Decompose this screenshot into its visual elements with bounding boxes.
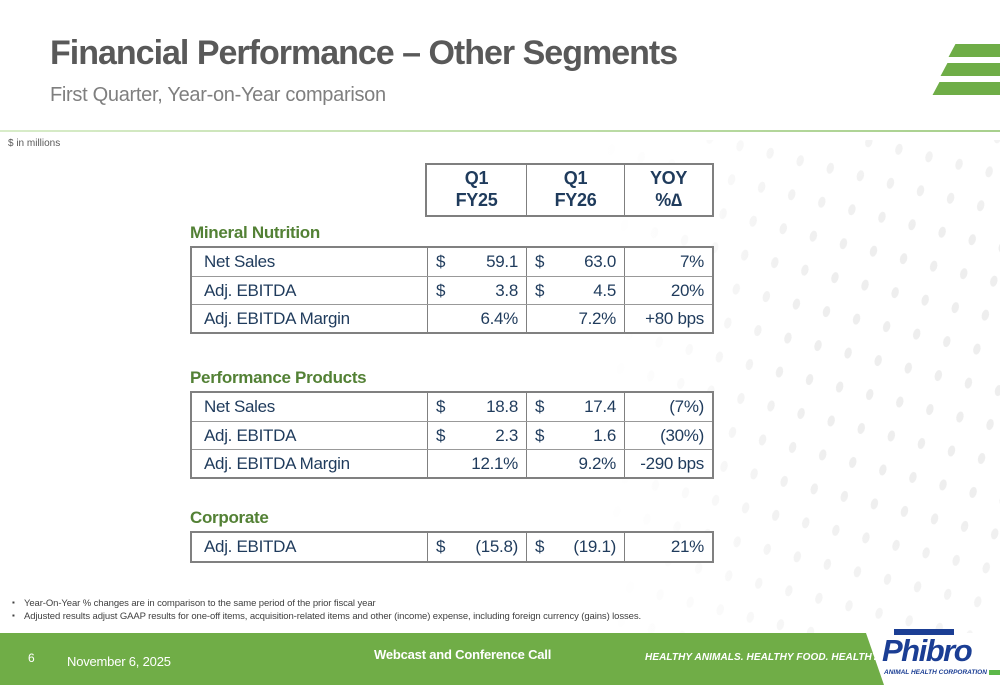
row-label: Adj. EBITDA (204, 537, 297, 556)
section-heading-corporate: Corporate (190, 508, 269, 527)
cell-yoy: 7% (624, 248, 712, 276)
logo-subrow: ANIMAL HEALTH CORPORATION ™ (884, 669, 1000, 676)
col-header-q1-fy26: Q1 FY26 (526, 165, 624, 215)
cell-value: 4.5 (593, 280, 616, 300)
cell-value: (19.1) (573, 537, 616, 556)
cell-yoy: 20% (624, 277, 712, 304)
cell-value: 59.1 (486, 252, 518, 271)
col-header-line: FY26 (554, 190, 597, 210)
col-header-yoy: YOY %∆ (624, 165, 712, 215)
cell-fy25: $ 59.1 (427, 248, 526, 276)
footer-tagline: HEALTHY ANIMALS. HEALTHY FOOD. HEALTHY W… (645, 652, 930, 663)
cell-fy25: $ 2.3 (427, 422, 526, 449)
table-row: Adj. EBITDA Margin 6.4% 7.2% +80 bps (192, 304, 712, 332)
row-label: Net Sales (204, 397, 276, 416)
col-header-line: %∆ (655, 190, 682, 210)
col-header-line: Q1 (563, 168, 588, 189)
footnote: Adjusted results adjust GAAP results for… (10, 610, 770, 623)
cell-yoy: +80 bps (624, 305, 712, 332)
logo-green-bar (988, 670, 1000, 675)
cell-value: 3.8 (495, 280, 518, 300)
table-row: Net Sales $ 18.8 $ 17.4 (7%) (192, 393, 712, 421)
table-row: Net Sales $ 59.1 $ 63.0 7% (192, 248, 712, 276)
currency-symbol: $ (436, 537, 446, 556)
row-label: Net Sales (204, 252, 276, 271)
green-stripes-logo-mark (922, 44, 1000, 106)
cell-yoy: (7%) (624, 393, 712, 421)
currency-symbol: $ (535, 425, 545, 445)
currency-symbol: $ (535, 537, 545, 556)
footnote: Year-On-Year % changes are in comparison… (10, 597, 770, 610)
col-header-line: FY25 (455, 190, 498, 210)
cell-fy26: $ 63.0 (526, 248, 624, 276)
row-label: Adj. EBITDA (204, 425, 297, 445)
cell-value: 63.0 (584, 252, 616, 271)
footer-green-bar (0, 633, 884, 685)
currency-symbol: $ (535, 280, 545, 300)
cell-fy26: $ 4.5 (526, 277, 624, 304)
logo-wordmark: Phibro (882, 633, 973, 668)
currency-symbol: $ (436, 425, 446, 445)
cell-yoy: -290 bps (624, 450, 712, 477)
table-row: Adj. EBITDA Margin 12.1% 9.2% -290 bps (192, 449, 712, 477)
col-header-q1-fy25: Q1 FY25 (427, 165, 526, 215)
page-title: Financial Performance – Other Segments (50, 34, 678, 72)
row-label: Adj. EBITDA (204, 280, 297, 300)
cell-yoy: (30%) (624, 422, 712, 449)
stripe-icon (940, 63, 1000, 76)
cell-fy25: $ (15.8) (427, 533, 526, 561)
table-corporate: Adj. EBITDA $ (15.8) $ (19.1) 21% (190, 531, 714, 563)
cell-fy26: 9.2% (526, 450, 624, 477)
cell-value: 18.8 (486, 397, 518, 416)
currency-symbol: $ (535, 397, 545, 416)
section-heading-mineral-nutrition: Mineral Nutrition (190, 223, 320, 242)
footer-date: November 6, 2025 (67, 654, 171, 669)
cell-fy25: $ 18.8 (427, 393, 526, 421)
units-note: $ in millions (8, 138, 61, 149)
table-column-header: Q1 FY25 Q1 FY26 YOY %∆ (425, 163, 714, 217)
row-label: Adj. EBITDA Margin (204, 308, 350, 328)
table-mineral-nutrition: Net Sales $ 59.1 $ 63.0 7% Adj. EBITDA $… (190, 246, 714, 334)
cell-fy25: $ 3.8 (427, 277, 526, 304)
table-performance-products: Net Sales $ 18.8 $ 17.4 (7%) Adj. EBITDA… (190, 391, 714, 479)
col-header-line: YOY (649, 168, 688, 189)
financial-tables: Q1 FY25 Q1 FY26 YOY %∆ Mineral Nutrition… (190, 163, 714, 563)
cell-yoy: 21% (624, 533, 712, 561)
logo-top-bar (894, 629, 954, 635)
cell-fy25: 6.4% (427, 305, 526, 332)
phibro-logo: Phibro ANIMAL HEALTH CORPORATION ™ (880, 629, 1000, 681)
page-subtitle: First Quarter, Year-on-Year comparison (50, 84, 386, 106)
table-row: Adj. EBITDA $ 3.8 $ 4.5 20% (192, 276, 712, 304)
logo-subtext: ANIMAL HEALTH CORPORATION (884, 669, 987, 676)
currency-symbol: $ (436, 280, 446, 300)
section-heading-performance-products: Performance Products (190, 368, 367, 387)
footnotes: Year-On-Year % changes are in comparison… (10, 597, 770, 624)
cell-fy26: $ 17.4 (526, 393, 624, 421)
stripe-icon (932, 82, 1000, 95)
table-row: Adj. EBITDA $ (15.8) $ (19.1) 21% (192, 533, 712, 561)
row-label: Adj. EBITDA Margin (204, 453, 350, 473)
stripe-icon (948, 44, 1000, 57)
cell-value: 2.3 (495, 425, 518, 445)
footer-center-text: Webcast and Conference Call (374, 647, 552, 662)
col-header-line: Q1 (464, 168, 489, 189)
cell-value: 1.6 (593, 425, 616, 445)
cell-value: (15.8) (475, 537, 518, 556)
cell-fy26: 7.2% (526, 305, 624, 332)
cell-fy25: 12.1% (427, 450, 526, 477)
slide-footer: 6 November 6, 2025 Webcast and Conferenc… (0, 629, 1000, 685)
page-number: 6 (28, 651, 35, 665)
header-divider-line (0, 130, 1000, 132)
cell-value: 17.4 (584, 397, 616, 416)
currency-symbol: $ (436, 252, 446, 271)
cell-fy26: $ (19.1) (526, 533, 624, 561)
table-row: Adj. EBITDA $ 2.3 $ 1.6 (30%) (192, 421, 712, 449)
currency-symbol: $ (535, 252, 545, 271)
cell-fy26: $ 1.6 (526, 422, 624, 449)
currency-symbol: $ (436, 397, 446, 416)
